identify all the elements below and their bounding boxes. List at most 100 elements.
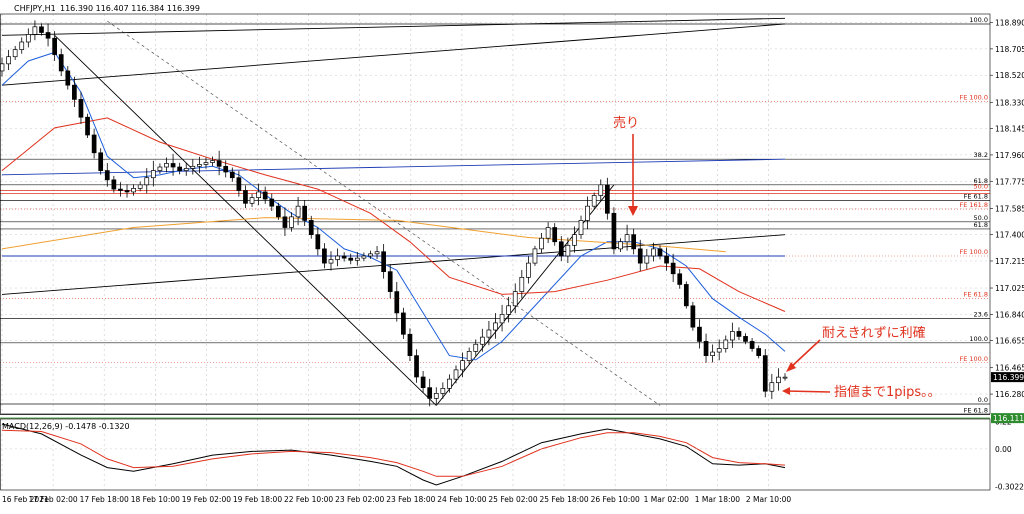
x-tick-label: 19 Feb 18:00 <box>233 495 282 504</box>
candle-body <box>559 242 563 256</box>
level-label: 0.0 <box>978 396 988 404</box>
current-price-label: 116.399 <box>993 373 1024 382</box>
candle-body <box>500 314 504 323</box>
candle-body <box>138 185 142 189</box>
candle-body <box>651 249 655 256</box>
candle-body <box>665 256 669 263</box>
candle-body <box>342 256 346 258</box>
candle-body <box>711 352 715 356</box>
candle-body <box>467 351 471 360</box>
candle-body <box>428 388 432 399</box>
y-tick-label: 118.330 <box>995 98 1024 107</box>
limit-note-annotation: 指値まで1pips。。 <box>834 384 941 400</box>
candle-body <box>99 153 103 171</box>
candle-body <box>507 306 511 315</box>
level-label: 100.0 <box>969 335 988 343</box>
y-tick-label: 117.960 <box>995 151 1024 160</box>
y-tick-label: 117.585 <box>995 204 1024 213</box>
candle-body <box>757 349 761 356</box>
candle-body <box>744 336 748 341</box>
x-tick-label: 2 Mar 10:00 <box>746 495 792 504</box>
chart-header-ohlc: 116.390 116.407 116.384 116.399 <box>60 4 200 13</box>
candle-body <box>546 228 550 239</box>
y-tick-label: 117.400 <box>995 231 1024 240</box>
y-tick-label: 117.775 <box>995 177 1024 186</box>
candle-body <box>7 57 11 64</box>
candle-body <box>224 166 228 172</box>
candle-body <box>178 167 182 171</box>
x-tick-label: 24 Feb 10:00 <box>437 495 486 504</box>
candle-body <box>619 242 623 249</box>
candle-body <box>605 185 609 213</box>
candle-body <box>184 168 188 170</box>
candle-body <box>39 27 43 33</box>
chart-header-symbol: CHFJPY,H1 <box>14 4 56 13</box>
candle-body <box>125 191 129 192</box>
candle-body <box>112 180 116 189</box>
y-tick-label: 116.280 <box>995 390 1024 399</box>
level-label: 100.0 <box>969 16 988 24</box>
candle-body <box>480 337 484 344</box>
x-tick-label: 19 Feb 02:00 <box>182 495 231 504</box>
candle-body <box>164 163 168 167</box>
x-tick-label: 25 Feb 18:00 <box>539 495 588 504</box>
candle-body <box>243 191 247 204</box>
candle-body <box>553 228 557 242</box>
candle-body <box>382 252 386 272</box>
candle-body <box>612 213 616 249</box>
level-label: FE 100.0 <box>959 94 988 102</box>
candle-body <box>145 178 149 185</box>
level-label: 23.6 <box>974 311 988 319</box>
candle-body <box>572 235 576 246</box>
candle-body <box>263 192 267 199</box>
candle-body <box>750 341 754 348</box>
candle-body <box>717 349 721 353</box>
candle-body <box>66 71 70 85</box>
candle-body <box>540 238 544 249</box>
x-tick-label: 23 Feb 02:00 <box>335 495 384 504</box>
candle-body <box>46 33 50 39</box>
candle-body <box>632 235 636 249</box>
candle-body <box>461 361 465 370</box>
y-tick-label: 118.520 <box>995 71 1024 80</box>
candle-body <box>230 172 234 178</box>
macd-title: MACD(12,26,9) -0.1478 -0.1320 <box>2 422 130 431</box>
level-label: 50.0 <box>974 183 988 191</box>
candle-body <box>211 161 215 163</box>
candle-body <box>13 50 17 57</box>
y-tick-label: 117.215 <box>995 257 1024 266</box>
x-tick-label: 22 Feb 10:00 <box>284 495 333 504</box>
candle-body <box>599 185 603 196</box>
candle-body <box>395 292 399 313</box>
candle-body <box>283 217 287 228</box>
candle-body <box>250 198 254 204</box>
candle-body <box>586 206 590 220</box>
candle-body <box>59 55 63 71</box>
candle-body <box>33 27 37 35</box>
x-tick-label: 1 Mar 18:00 <box>695 495 741 504</box>
candle-body <box>737 331 741 336</box>
candle-body <box>204 163 208 165</box>
level-label: FE 100.0 <box>959 355 988 363</box>
candle-body <box>415 356 419 377</box>
candle-body <box>362 256 366 258</box>
candle-body <box>217 161 221 167</box>
candle-body <box>678 274 682 285</box>
candle-body <box>783 377 787 378</box>
take-profit-annotation: 耐えきれずに利確 <box>822 325 926 341</box>
x-tick-label: 25 Feb 02:00 <box>488 495 537 504</box>
candle-body <box>658 249 662 256</box>
x-tick-label: 18 Feb 10:00 <box>131 495 180 504</box>
candle-body <box>388 272 392 292</box>
candle-body <box>776 377 780 383</box>
macd-y-tick-label: -0.3022 <box>995 483 1024 492</box>
y-tick-label: 116.655 <box>995 337 1024 346</box>
candle-body <box>92 135 96 153</box>
candle-body <box>763 356 767 392</box>
x-tick-label: 17 Feb 02:00 <box>28 495 77 504</box>
candle-body <box>257 192 261 198</box>
candle-body <box>579 220 583 234</box>
x-tick-label: 26 Feb 10:00 <box>591 495 640 504</box>
macd-y-tick-label: 0.00 <box>995 445 1012 454</box>
x-tick-label: 1 Mar 02:00 <box>644 495 690 504</box>
